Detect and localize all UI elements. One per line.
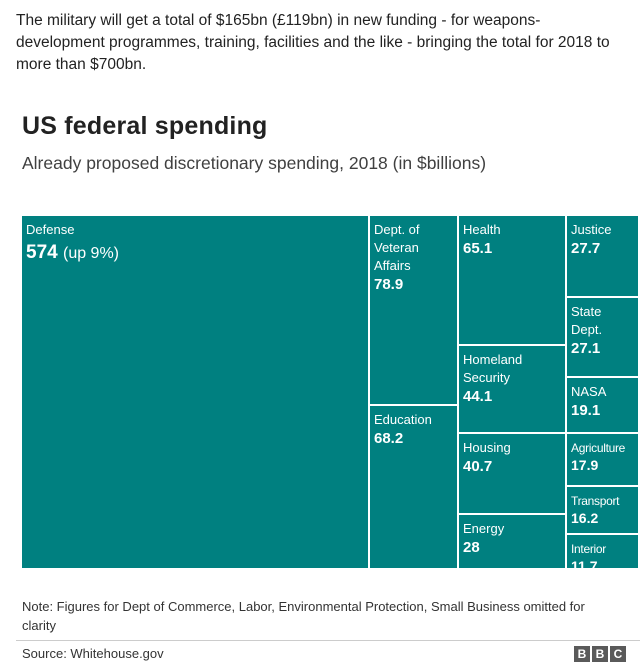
cell-value-defense: 574 [26,242,58,263]
cell-value-nasa: 19.1 [571,402,601,419]
chart-title: US federal spending [22,112,268,140]
cell-label-defense: Defense [26,222,75,237]
cell-value-transport: 16.2 [571,510,599,526]
intro-paragraph: The military will get a total of $165bn … [16,12,610,73]
treemap-cell-housing: Housing 40.7 [459,434,565,513]
cell-value-veterans: 78.9 [374,276,404,293]
cell-label-nasa: NASA [571,384,607,399]
cell-value-agriculture: 17.9 [571,457,599,473]
cell-value-homeland: 44.1 [463,388,493,405]
treemap-cell-transport: Transport 16.2 [567,487,638,533]
logo-letter: C [610,646,626,662]
cell-value-state: 27.1 [571,340,601,357]
treemap-cell-agriculture: Agriculture 17.9 [567,434,638,485]
chart-source: Source: Whitehouse.gov [22,646,164,661]
chart-subtitle: Already proposed discretionary spending,… [22,153,487,173]
cell-value-interior: 11.7 [571,558,598,568]
cell-value-justice: 27.7 [571,240,601,257]
cell-value-housing: 40.7 [463,458,493,475]
treemap-cell-justice: Justice 27.7 [567,216,638,296]
treemap-cell-state: State Dept. 27.1 [567,298,638,376]
logo-letter: B [592,646,608,662]
treemap-cell-nasa: NASA 19.1 [567,378,638,432]
treemap-cell-interior: Interior 11.7 [567,535,638,568]
cell-label-homeland: Homeland Security [463,352,523,385]
treemap-cell-defense: Defense 574 (up 9%) [22,216,368,568]
cell-label-housing: Housing [463,440,511,455]
cell-value-education: 68.2 [374,430,404,447]
treemap-cell-health: Health 65.1 [459,216,565,344]
logo-letter: B [574,646,590,662]
chart-note: Note: Figures for Dept of Commerce, Labo… [22,599,585,633]
footer-divider [16,640,640,641]
treemap-cell-homeland: Homeland Security 44.1 [459,346,565,432]
cell-label-agriculture: Agriculture [571,441,626,455]
treemap-cell-energy: Energy 28 [459,515,565,568]
cell-label-justice: Justice [571,222,612,237]
cell-label-state: State Dept. [571,304,603,337]
cell-note-defense: (up 9%) [62,245,120,262]
cell-value-energy: 28 [463,539,480,556]
treemap-cell-veterans: Dept. of Veteran Affairs 78.9 [370,216,457,404]
bbc-logo: B B C [574,646,626,662]
treemap-chart: Defense 574 (up 9%) Dept. of Veteran Aff… [22,216,640,570]
cell-label-interior: Interior [571,542,606,556]
cell-label-energy: Energy [463,521,505,536]
cell-label-transport: Transport [571,494,620,508]
cell-value-health: 65.1 [463,240,493,257]
cell-label-health: Health [463,222,501,237]
cell-label-education: Education [374,412,432,427]
treemap-cell-education: Education 68.2 [370,406,457,568]
cell-label-veterans: Dept. of Veteran Affairs [374,222,420,273]
